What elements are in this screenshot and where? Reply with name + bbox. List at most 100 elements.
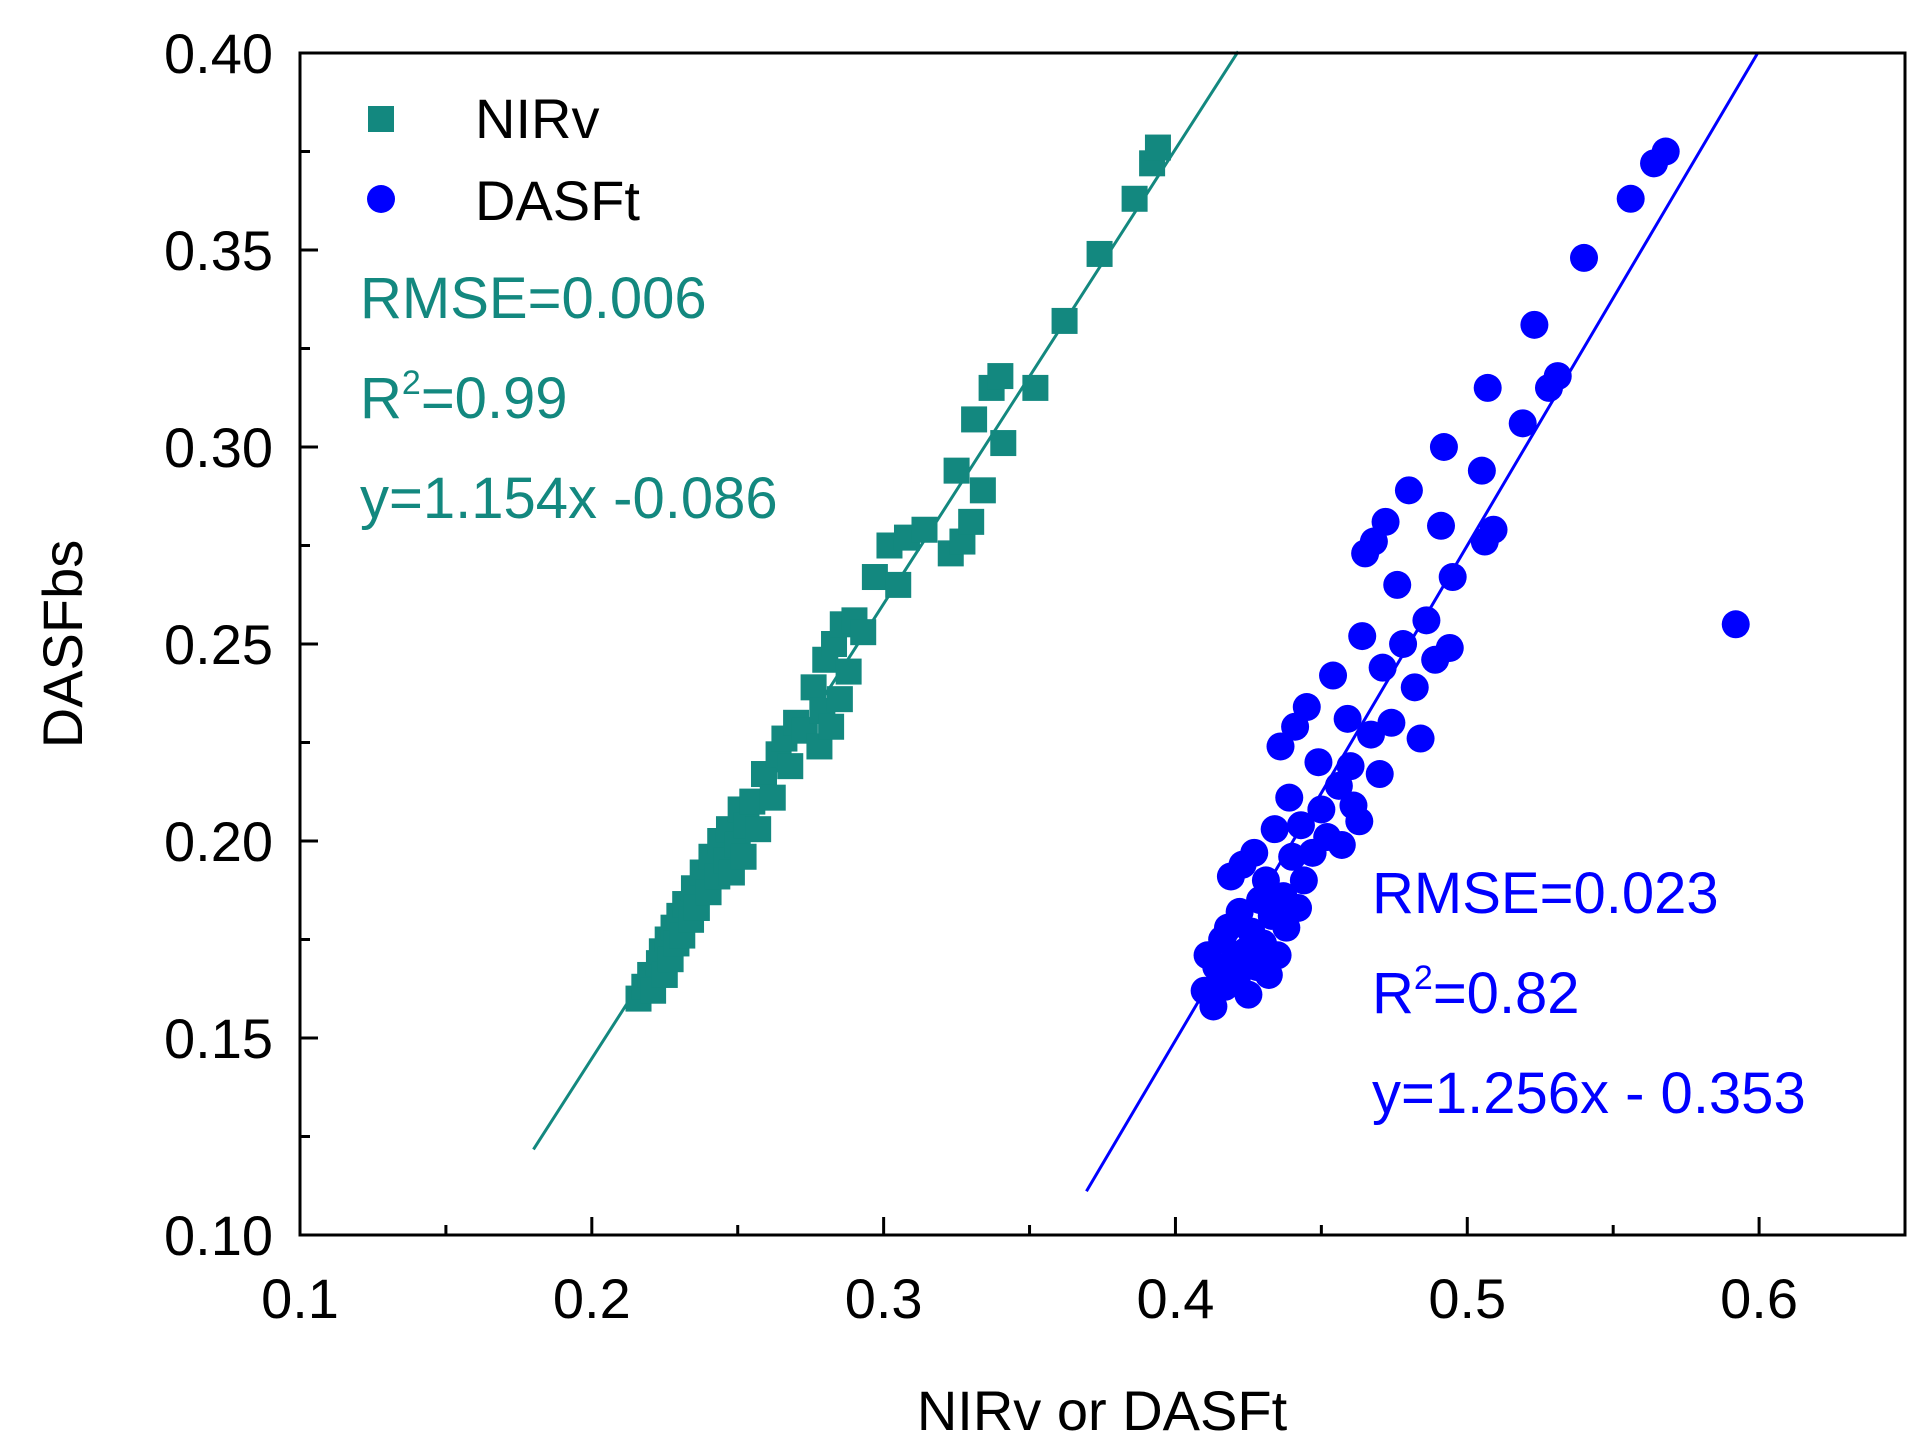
point-dasft [1435,633,1464,662]
dasft-rmse-text: RMSE=0.023 [1372,861,1719,926]
y-tick-label: 0.25 [164,613,273,676]
point-dasft [1473,373,1502,402]
nirv-stats-annotation: RMSE=0.006 R2=0.99 y=1.154x -0.086 [360,266,778,531]
x-axis-label: NIRv or DASFt [917,1379,1288,1442]
nirv-equation-text: y=1.154x -0.086 [360,466,778,531]
nirv-r2-text: R2=0.99 [360,364,568,431]
legend-marker-dasft [367,185,395,213]
point-dasft [1383,570,1412,599]
point-dasft [1333,704,1362,733]
point-dasft [1356,720,1385,749]
dasft-r2-prefix: R [1372,961,1414,1026]
y-tick-label: 0.10 [164,1204,273,1267]
point-dasft [1616,184,1645,213]
point-dasft [1377,708,1406,737]
x-axis-ticks: 0.1 0.2 0.3 0.4 0.5 0.6 [261,1217,1907,1330]
point-dasft [1266,732,1295,761]
x-tick-label: 0.5 [1428,1267,1506,1330]
point-nirv [826,686,853,713]
x-tick-label: 0.2 [553,1267,631,1330]
dasft-r2-superscript: 2 [1414,959,1433,997]
point-dasft [1543,362,1572,391]
point-dasft [1304,748,1333,777]
point-dasft [1406,724,1435,753]
point-dasft [1394,476,1423,505]
y-tick-label: 0.15 [164,1007,273,1070]
point-dasft [1286,811,1315,840]
point-nirv [969,477,996,504]
point-nirv [818,713,845,740]
point-nirv [777,753,804,780]
nirv-r2-superscript: 2 [402,364,421,402]
point-dasft [1651,137,1680,166]
x-tick-label: 0.4 [1137,1267,1215,1330]
data-points [625,134,1750,1021]
dasft-r2-text: R2=0.82 [1372,959,1580,1026]
point-nirv [861,564,888,591]
point-nirv [730,843,757,870]
point-nirv [759,784,786,811]
nirv-rmse-text: RMSE=0.006 [360,266,707,331]
point-dasft [1371,507,1400,536]
point-dasft [1365,760,1394,789]
legend: NIRv DASFt [367,87,640,232]
point-nirv [1022,374,1049,401]
point-nirv [885,571,912,598]
point-dasft [1412,606,1441,635]
point-dasft [1263,941,1292,970]
point-nirv [1086,240,1113,267]
point-nirv [990,430,1017,457]
point-dasft [1289,866,1318,895]
point-dasft [1327,830,1356,859]
point-dasft [1429,433,1458,461]
point-dasft [1467,456,1496,485]
point-nirv [987,363,1014,390]
point-nirv [1144,134,1171,161]
point-nirv [943,457,970,484]
y-axis-ticks: 0.10 0.15 0.20 0.25 0.30 0.35 0.40 [164,22,318,1267]
point-dasft [1479,515,1508,544]
point-dasft [1319,661,1348,690]
point-dasft [1284,893,1313,922]
point-dasft [1508,409,1537,438]
x-tick-label: 0.3 [845,1267,923,1330]
point-nirv [850,619,877,646]
x-tick-label: 0.1 [261,1267,339,1330]
point-dasft [1275,783,1304,812]
point-dasft [1721,610,1750,639]
y-tick-label: 0.35 [164,219,273,282]
legend-label-nirv: NIRv [475,87,599,150]
dasft-r2-value: =0.82 [1433,961,1580,1026]
point-dasft [1345,807,1374,836]
point-dasft [1438,563,1467,592]
point-dasft [1389,630,1418,658]
point-dasft [1307,795,1336,824]
point-dasft [1520,310,1549,339]
point-dasft [1368,653,1397,682]
point-nirv [1121,185,1148,212]
point-nirv [911,516,938,543]
dasft-stats-annotation: RMSE=0.023 R2=0.82 y=1.256x - 0.353 [1372,861,1806,1126]
point-dasft [1427,511,1456,540]
y-tick-label: 0.30 [164,416,273,479]
point-dasft [1292,693,1321,722]
x-tick-label: 0.6 [1720,1267,1798,1330]
dasft-equation-text: y=1.256x - 0.353 [1372,1061,1806,1126]
legend-marker-nirv [368,106,394,132]
point-dasft [1260,815,1289,844]
point-dasft [1234,980,1263,1009]
point-dasft [1240,838,1269,867]
point-dasft [1336,752,1365,781]
point-nirv [835,658,862,685]
point-dasft [1400,673,1429,702]
point-nirv [1051,307,1078,334]
y-axis-label: DASFbs [31,540,94,749]
point-nirv [745,816,772,843]
nirv-r2-prefix: R [360,366,402,431]
y-tick-label: 0.40 [164,22,273,85]
point-dasft [1570,243,1598,272]
point-nirv [800,674,827,701]
legend-label-dasft: DASFt [475,169,640,232]
point-nirv [958,508,985,535]
